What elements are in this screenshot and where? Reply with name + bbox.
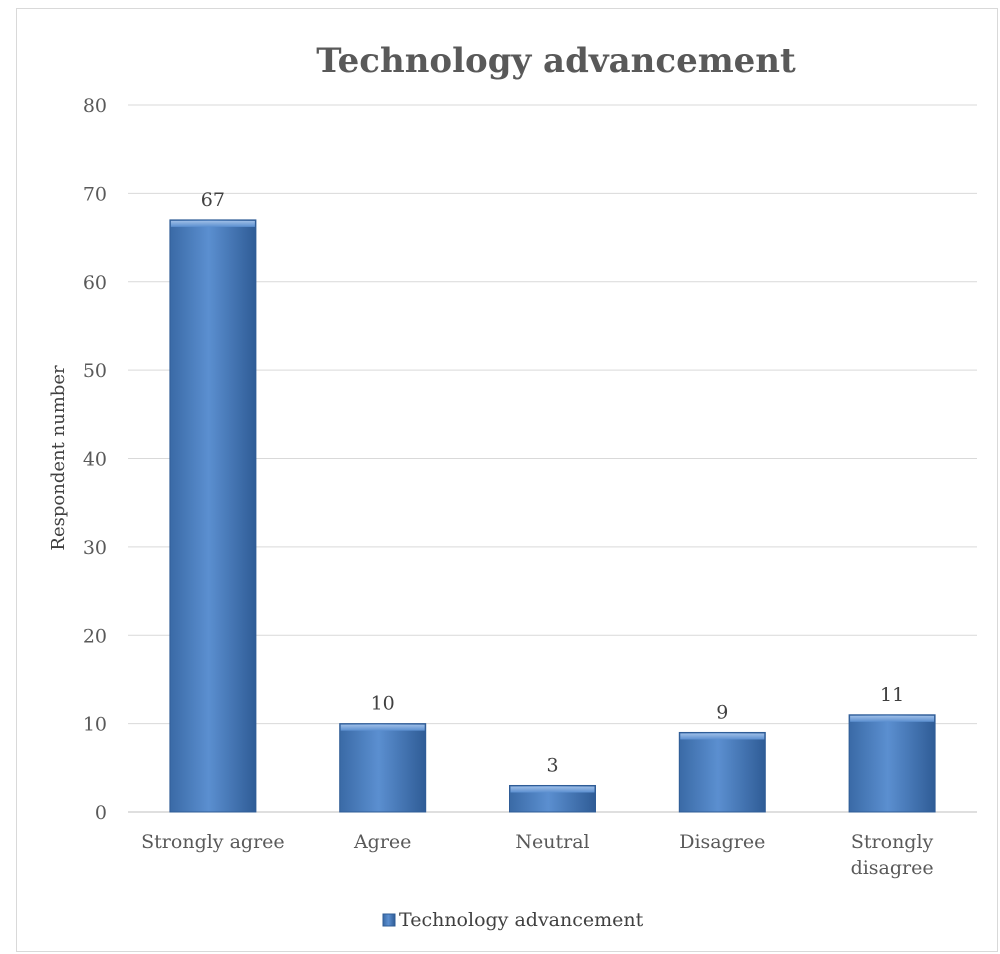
bar — [169, 219, 257, 813]
y-tick-label: 40 — [83, 449, 107, 471]
y-axis-ticks: 0 10 20 30 40 50 60 70 80 — [83, 95, 107, 824]
bar-highlight — [680, 733, 765, 740]
y-tick-label: 80 — [83, 95, 107, 117]
bars — [169, 219, 936, 813]
bar — [339, 723, 427, 813]
x-category-label: Neutral — [515, 831, 589, 853]
bar — [509, 784, 596, 813]
data-label: 9 — [716, 701, 728, 723]
data-label: 10 — [371, 693, 395, 715]
bar-highlight — [170, 220, 255, 227]
chart-title: Technology advancement — [316, 41, 796, 81]
y-tick-label: 60 — [83, 272, 107, 294]
x-category-label: Agree — [353, 831, 411, 853]
data-label: 3 — [546, 754, 558, 776]
bar-body — [848, 714, 936, 813]
bar — [678, 731, 766, 813]
bar-body — [678, 731, 766, 813]
bar-body — [169, 219, 257, 813]
x-category-label: Strongly agree — [141, 831, 284, 853]
legend: Technology advancement — [382, 909, 644, 931]
y-tick-label: 0 — [95, 802, 107, 824]
legend-swatch — [382, 913, 396, 927]
bar-body — [339, 723, 427, 813]
data-labels: 67 10 3 9 11 — [201, 189, 904, 777]
bar-highlight — [850, 715, 935, 722]
data-label: 67 — [201, 189, 225, 211]
y-tick-label: 10 — [83, 714, 107, 736]
gridlines — [128, 104, 977, 813]
bar — [848, 714, 936, 813]
bar-highlight — [340, 724, 425, 731]
x-axis-categories: Strongly agree Agree Neutral Disagree Strong… — [141, 831, 933, 879]
x-category-label: Disagree — [679, 831, 765, 853]
y-tick-label: 20 — [83, 625, 107, 647]
y-tick-label: 70 — [83, 183, 107, 205]
y-tick-label: 30 — [83, 537, 107, 559]
legend-entry: Technology advancement — [399, 909, 644, 931]
y-tick-label: 50 — [83, 360, 107, 382]
data-label: 11 — [880, 684, 904, 706]
x-category-label: Strongly disagree — [851, 831, 934, 879]
y-axis-label: Respondent number — [48, 365, 69, 551]
bar-highlight — [510, 786, 595, 793]
